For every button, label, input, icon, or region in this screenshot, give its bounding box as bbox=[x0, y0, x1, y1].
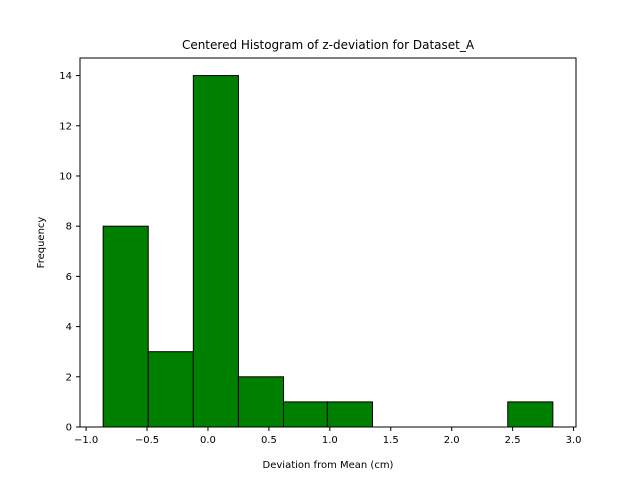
histogram-bar-0 bbox=[102, 225, 149, 428]
y-tick-label: 0 bbox=[66, 423, 72, 434]
y-tick-label: 6 bbox=[66, 272, 72, 283]
y-axis: 0 2 4 6 8 10 12 14 bbox=[59, 71, 80, 434]
plot-frame bbox=[79, 57, 577, 428]
bars-layer bbox=[102, 75, 554, 428]
y-tick-label: 8 bbox=[66, 222, 72, 233]
x-tick-label: 1.0 bbox=[322, 435, 338, 446]
x-tick-label: 2.5 bbox=[505, 435, 521, 446]
y-tick-label: 14 bbox=[59, 71, 72, 82]
y-tick-label: 2 bbox=[66, 372, 72, 383]
histogram-bar-9 bbox=[507, 401, 554, 428]
x-tick-label: 2.0 bbox=[444, 435, 460, 446]
y-tick-label: 10 bbox=[59, 171, 72, 182]
x-axis: −1.0 −0.5 0.0 0.5 1.0 1.5 2.0 2.5 3.0 bbox=[74, 427, 582, 446]
x-tick-label: −0.5 bbox=[135, 435, 159, 446]
x-tick-label: 0.0 bbox=[200, 435, 216, 446]
histogram-bar-3 bbox=[237, 376, 285, 428]
x-tick-label: 1.5 bbox=[383, 435, 399, 446]
y-tick-label: 12 bbox=[59, 121, 72, 132]
x-tick-label: 3.0 bbox=[566, 435, 582, 446]
histogram-bar-1 bbox=[147, 351, 194, 428]
y-axis-title: Frequency bbox=[36, 217, 47, 269]
histogram-bar-5 bbox=[326, 401, 373, 428]
histogram-bar-4 bbox=[283, 401, 328, 428]
x-tick-label: 0.5 bbox=[261, 435, 277, 446]
histogram-bar-2 bbox=[192, 75, 239, 428]
chart-title: Centered Histogram of z-deviation for Da… bbox=[182, 38, 475, 52]
x-axis-title: Deviation from Mean (cm) bbox=[263, 460, 394, 471]
y-tick-label: 4 bbox=[66, 322, 72, 333]
x-tick-label: −1.0 bbox=[74, 435, 98, 446]
